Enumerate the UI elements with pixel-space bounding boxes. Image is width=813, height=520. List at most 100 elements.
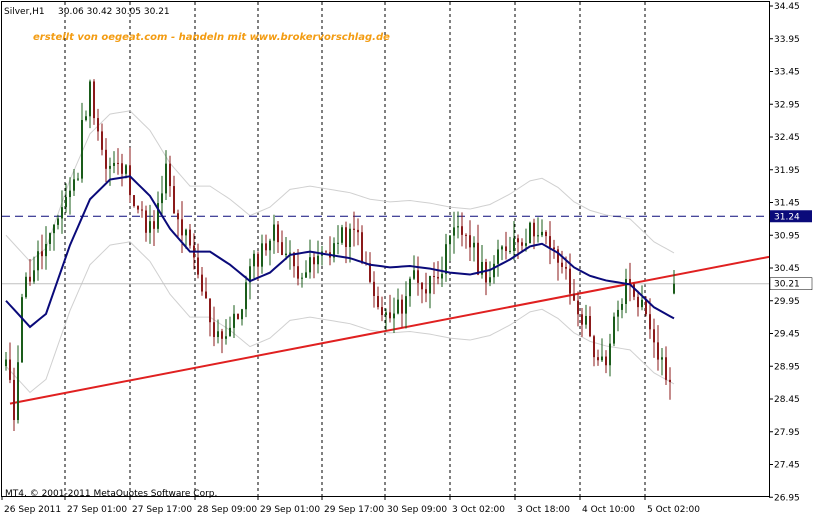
candle-body [105,149,107,169]
candle-body [245,282,247,310]
moving-average-line [5,175,675,329]
candle-body [409,278,411,297]
candle-body [333,243,335,258]
candle-body [477,242,479,275]
candle-body [53,224,55,234]
candle-body [413,270,415,279]
candle-body [85,116,87,121]
candle-body [669,379,671,383]
candle-body [453,227,455,236]
candle-body [285,253,287,256]
candle-body [369,263,371,282]
envelope-bands [5,110,675,394]
candle-body [277,224,279,243]
candle-body [517,238,519,243]
candle-body [493,263,495,278]
x-tick-label: 27 Sep 01:00 [67,505,127,515]
candle-body [317,255,319,265]
candle-body [181,219,183,236]
y-tick-label: 33.95 [774,35,800,45]
candle-body [257,253,259,267]
candle-body [9,359,11,380]
candle-body [605,356,607,366]
candle-body [525,243,527,246]
trendline-layer [9,255,770,405]
candle-body [201,274,203,292]
support-trendline [9,255,770,405]
candle-body [393,313,395,319]
candle-body [421,282,423,290]
x-tick-label: 26 Sep 2011 [4,505,61,515]
hline-price-label: 31.24 [774,212,800,222]
candle-body [165,163,167,194]
candle-body [241,309,243,320]
candle-body [589,316,591,337]
candle-body [577,300,579,315]
candle-body [97,118,99,132]
candle-body [573,293,575,301]
candle-body [337,242,339,244]
candle-body [617,309,619,317]
candle-body [569,268,571,294]
candle-body [177,213,179,220]
candle-body [149,221,151,233]
candle-body [161,193,163,204]
y-tick-label: 27.95 [774,428,800,438]
candle-body [89,81,91,117]
candle-body [381,307,383,316]
candle-body [325,251,327,253]
candle-body [469,235,471,248]
candle-body [553,247,555,250]
candle-body [565,266,567,269]
candle-body [37,251,39,271]
candle-body [137,205,139,210]
candle-body [389,312,391,319]
moving-average-layer [5,175,675,329]
candle-body [405,296,407,314]
candle-body [69,190,71,198]
candle-body [601,356,603,361]
x-axis: 26 Sep 2011 27 Sep 01:00 27 Sep 17:00 28 Se… [1,496,700,515]
candle-body [281,242,283,256]
candle-body [537,235,539,237]
candle-body [33,270,35,282]
candle-body [425,289,427,294]
candle-body [133,195,135,206]
current-price-label: 30.21 [774,280,800,290]
y-tick-label: 26.95 [774,493,800,503]
candle-body [253,253,255,267]
candle-body [145,210,147,233]
candle-body [77,178,79,180]
candle-body [653,329,655,343]
candle-body [157,203,159,229]
x-tick-label: 27 Sep 17:00 [132,505,192,515]
candle-body [657,342,659,360]
y-tick-label: 27.45 [774,461,800,471]
candle-body [17,362,19,421]
candle-body [49,233,51,244]
watermark-text: erstellt von oegeat.com - handeln mit ww… [33,32,390,43]
candle-body [673,283,675,294]
candle-body [665,357,667,380]
ohlc-readout: 30.06 30.42 30.05 30.21 [58,7,170,17]
candle-body [497,249,499,264]
candle-body [173,186,175,214]
candle-body [213,322,215,337]
candle-body [385,312,387,316]
candle-body [581,314,583,325]
candle-body [121,163,123,174]
y-tick-label: 29.95 [774,297,800,307]
candle-body [633,284,635,297]
candle-body [549,236,551,248]
candle-body [169,163,171,187]
candle-body [637,296,639,308]
y-tick-label: 33.45 [774,68,800,78]
candle-body [205,291,207,299]
candle-body [237,313,239,320]
candle-body [185,229,187,236]
candle-body [73,179,75,191]
candle-body [301,277,303,279]
candle-body [445,244,447,274]
candle-body [485,261,487,283]
candle-body [113,162,115,166]
